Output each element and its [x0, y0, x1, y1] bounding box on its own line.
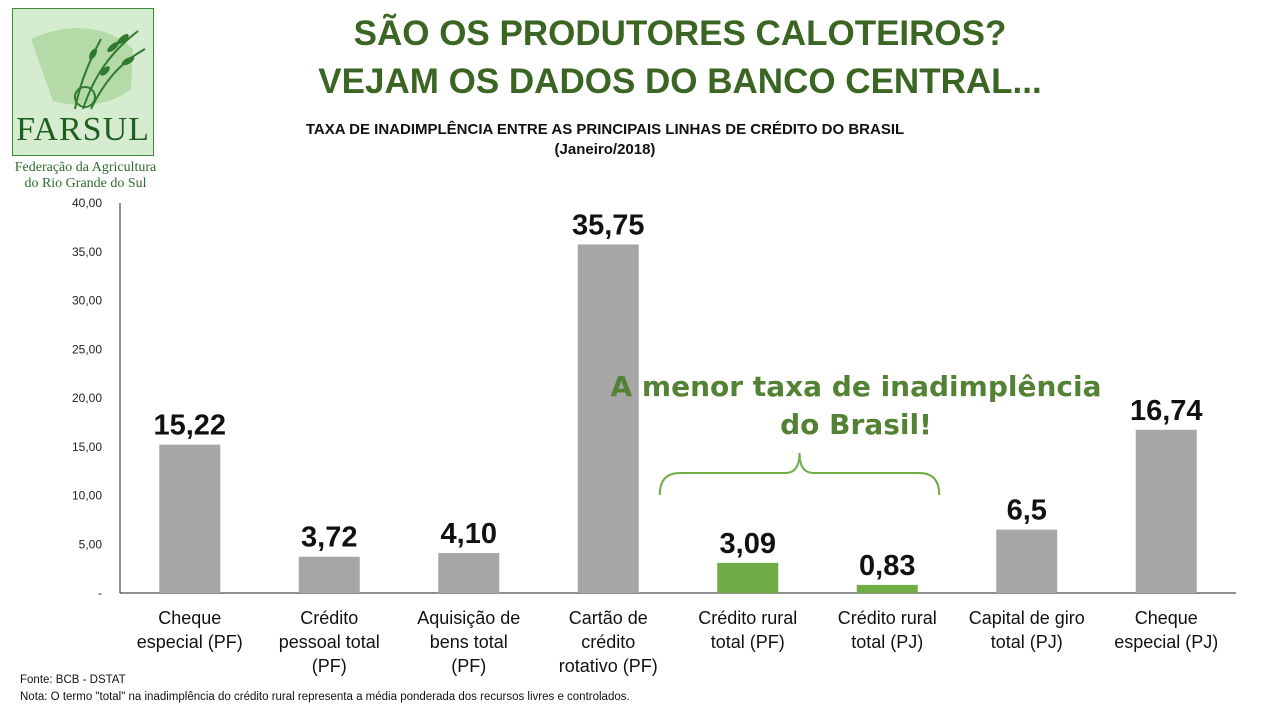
- annotation-line1: A menor taxa de inadimplência: [611, 370, 1102, 403]
- headline-line2: VEJAM OS DADOS DO BANCO CENTRAL...: [318, 62, 1042, 101]
- y-tick-label: 30,00: [72, 294, 102, 308]
- y-tick-label: 15,00: [72, 440, 102, 454]
- data-label: 4,10: [441, 518, 497, 550]
- x-tick-label: Crédito rural: [698, 608, 797, 628]
- data-label: 15,22: [153, 410, 226, 442]
- bar: [856, 584, 918, 593]
- x-tick-label: Cartão de: [569, 608, 648, 628]
- x-tick-label: Capital de giro: [969, 608, 1085, 628]
- x-tick-label: (PF): [312, 656, 347, 676]
- bar: [438, 553, 500, 593]
- x-tick-label: pessoal total: [279, 632, 380, 652]
- chart-title: TAXA DE INADIMPLÊNCIA ENTRE AS PRINCIPAI…: [305, 121, 905, 138]
- bar: [996, 529, 1058, 593]
- bar: [298, 556, 360, 593]
- headline-line1: SÃO OS PRODUTORES CALOTEIROS?: [353, 14, 1007, 53]
- logo-caption: Federação da Agricultura do Rio Grande d…: [8, 160, 163, 192]
- x-tick-label: total (PJ): [991, 632, 1063, 652]
- bar: [1135, 429, 1197, 593]
- data-label: 3,72: [301, 522, 357, 554]
- y-tick-label: 20,00: [72, 391, 102, 405]
- y-tick-label: 35,00: [72, 245, 102, 259]
- source-note: Fonte: BCB - DSTAT: [20, 674, 126, 686]
- x-tick-label: bens total: [430, 632, 508, 652]
- y-tick-label: 10,00: [72, 489, 102, 503]
- x-tick-label: Cheque: [158, 608, 221, 628]
- y-tick-label: 25,00: [72, 342, 102, 356]
- data-label: 35,75: [572, 209, 645, 241]
- x-tick-label: especial (PJ): [1114, 632, 1218, 652]
- x-tick-label: crédito: [581, 632, 635, 652]
- x-tick-label: Crédito rural: [838, 608, 937, 628]
- chart-subtitle: (Janeiro/2018): [554, 141, 656, 158]
- data-label: 0,83: [859, 550, 915, 582]
- x-tick-label: Cheque: [1135, 608, 1198, 628]
- bar: [577, 244, 639, 593]
- logo-caption-line1: Federação da Agricultura: [14, 160, 157, 175]
- annotation-line2: do Brasil!: [780, 408, 932, 441]
- data-label: 6,5: [1007, 495, 1047, 527]
- farsul-emblem-icon: [31, 28, 146, 110]
- y-tick-label: 5,00: [79, 537, 103, 551]
- logo-wordmark: FARSUL: [16, 111, 150, 148]
- y-tick-label: 40,00: [72, 196, 102, 210]
- annotation-brace: [658, 452, 941, 496]
- data-label: 16,74: [1130, 395, 1203, 427]
- logo-caption-line2: do Rio Grande do Sul: [24, 176, 147, 191]
- y-tick-label: -: [98, 586, 102, 600]
- x-tick-label: especial (PF): [137, 632, 243, 652]
- data-label: 3,09: [720, 528, 776, 560]
- x-tick-label: rotativo (PF): [559, 656, 658, 676]
- x-tick-label: total (PF): [711, 632, 785, 652]
- bar: [159, 444, 221, 593]
- methodology-note: Nota: O termo "total" na inadimplência d…: [20, 691, 630, 703]
- x-tick-label: Aquisição de: [417, 608, 520, 628]
- farsul-logo: FARSUL: [12, 8, 154, 156]
- x-tick-label: (PF): [451, 656, 486, 676]
- x-tick-label: total (PJ): [851, 632, 923, 652]
- bar: [717, 562, 779, 593]
- x-tick-label: Crédito: [300, 608, 358, 628]
